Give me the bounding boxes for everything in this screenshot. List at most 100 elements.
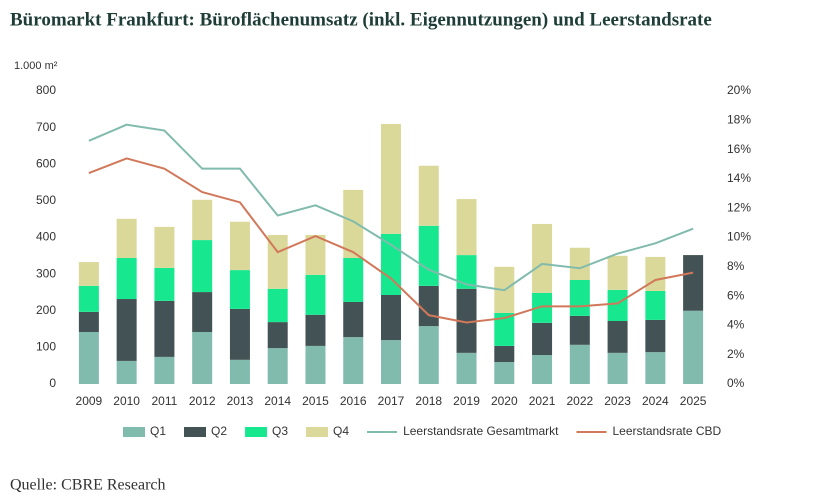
legend-label: Q2 xyxy=(211,424,227,438)
y2-tick-label: 16% xyxy=(727,142,751,156)
bar-segment xyxy=(229,359,250,384)
legend-swatch xyxy=(306,427,329,437)
bar-segment xyxy=(456,352,477,384)
bar-segment xyxy=(267,234,288,289)
bar-segment xyxy=(78,262,99,286)
x-tick-label: 2014 xyxy=(264,394,291,408)
bar-segment xyxy=(267,348,288,384)
x-tick-label: 2017 xyxy=(378,394,405,408)
bar-segment xyxy=(154,267,175,301)
y2-tick-label: 14% xyxy=(727,171,751,185)
bar-segment xyxy=(456,288,477,353)
bar-segment xyxy=(494,362,515,384)
bar-segment xyxy=(305,234,326,275)
legend-label: Leerstandsrate CBD xyxy=(612,424,721,438)
bar-segment xyxy=(532,223,553,293)
bar-segment xyxy=(494,345,515,363)
bar-segment xyxy=(569,279,590,316)
bar-segment xyxy=(418,285,439,327)
legend-label: Q4 xyxy=(333,424,349,438)
y2-tick-label: 6% xyxy=(727,288,745,302)
y2-tick-label: 8% xyxy=(727,259,745,273)
bar-segment xyxy=(532,355,553,384)
y2-tick-label: 12% xyxy=(727,200,751,214)
bar-segment xyxy=(381,295,401,341)
bar-segment xyxy=(229,221,250,271)
x-tick-label: 2011 xyxy=(152,394,178,408)
bar-segment xyxy=(418,225,439,286)
x-tick-label: 2010 xyxy=(113,394,140,408)
bar-segment xyxy=(192,292,213,332)
bar-segment xyxy=(569,247,590,280)
x-tick-label: 2009 xyxy=(76,394,103,408)
bar-segment xyxy=(343,337,364,384)
y-tick-label: 400 xyxy=(36,230,56,244)
y2-tick-label: 2% xyxy=(727,347,745,361)
bar-segment xyxy=(267,322,288,349)
bar-segment xyxy=(494,312,515,346)
bar-segment xyxy=(645,352,666,384)
bar-segment xyxy=(305,274,326,315)
bar-segment xyxy=(645,256,666,291)
bar-segment xyxy=(78,285,99,312)
bar-segment xyxy=(229,270,250,309)
x-tick-label: 2015 xyxy=(302,394,329,408)
y-tick-label: 200 xyxy=(36,303,56,317)
source: Quelle: CBRE Research xyxy=(10,477,166,494)
bar-segment xyxy=(645,319,666,353)
bar-segment xyxy=(116,218,137,259)
line xyxy=(88,157,694,324)
x-tick-label: 2023 xyxy=(604,394,631,408)
y-tick-label: 800 xyxy=(36,83,56,97)
x-tick-label: 2024 xyxy=(642,394,669,408)
bar-segment xyxy=(683,255,704,311)
y-tick-label: 300 xyxy=(36,266,56,280)
legend-swatch xyxy=(184,427,207,437)
bar-segment xyxy=(607,352,628,384)
bar-segment xyxy=(192,331,213,384)
y2-tick-label: 4% xyxy=(727,318,745,332)
bar-segment xyxy=(229,308,250,360)
bar-segment xyxy=(78,311,99,332)
x-tick-label: 2022 xyxy=(566,394,593,408)
chart-title: Büromarkt Frankfurt: Büroflächenumsatz (… xyxy=(10,9,712,30)
bar-segment xyxy=(569,315,590,345)
bar-segment xyxy=(116,360,137,384)
y2-tick-label: 0% xyxy=(727,376,745,390)
bar-segment xyxy=(607,321,628,353)
y-tick-label: 700 xyxy=(36,120,56,134)
bar-segment xyxy=(192,240,213,293)
y2-tick-label: 18% xyxy=(727,112,751,126)
bar-segment xyxy=(116,258,137,300)
bar-segment xyxy=(607,289,628,322)
line xyxy=(88,123,694,292)
legend-swatch xyxy=(245,427,268,437)
bar-segment xyxy=(645,290,666,320)
legend-label: Leerstandsrate Gesamtmarkt xyxy=(403,424,559,438)
x-tick-label: 2018 xyxy=(415,394,442,408)
y2-tick-label: 20% xyxy=(727,83,751,97)
bar-segment xyxy=(154,300,175,357)
y-axis-unit: 1.000 m² xyxy=(14,60,58,72)
y-tick-label: 500 xyxy=(36,193,56,207)
bar-segment xyxy=(154,356,175,384)
bar-segment xyxy=(192,199,213,241)
bar-segment xyxy=(456,199,477,256)
y-tick-label: 600 xyxy=(36,156,56,170)
bar-segment xyxy=(305,314,326,346)
y-tick-label: 0 xyxy=(49,376,56,390)
x-tick-label: 2012 xyxy=(189,394,216,408)
bar-segment xyxy=(116,299,137,361)
x-tick-label: 2025 xyxy=(680,394,707,408)
y-tick-label: 100 xyxy=(36,340,56,354)
legend-swatch xyxy=(123,427,145,437)
bar-segment xyxy=(418,165,439,226)
bar-segment xyxy=(343,189,364,259)
bar-segment xyxy=(343,301,364,338)
y2-tick-label: 10% xyxy=(727,230,751,244)
x-tick-label: 2021 xyxy=(529,394,556,408)
bar-segment xyxy=(305,345,326,384)
bar-segment xyxy=(381,123,401,234)
bar-segment xyxy=(569,344,590,384)
